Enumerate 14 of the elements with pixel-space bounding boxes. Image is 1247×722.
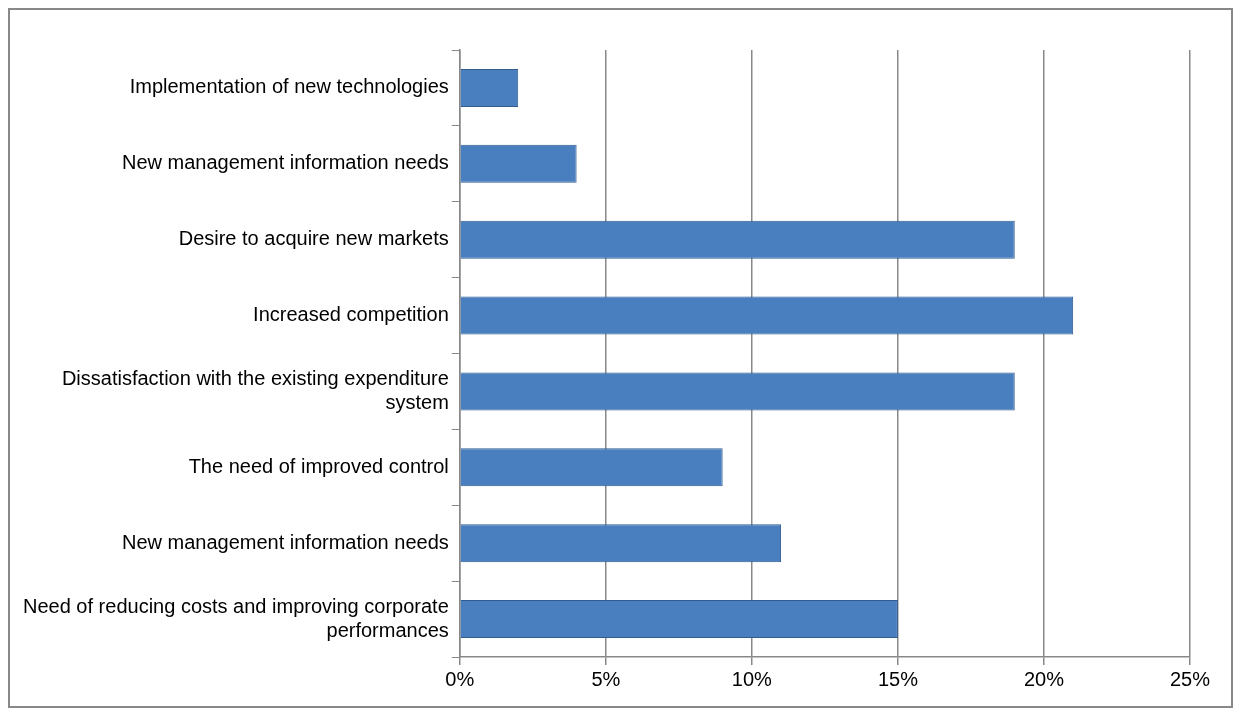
y-tick-label: Implementation of new technologies [129, 75, 449, 98]
x-tick-label: 5% [591, 667, 621, 690]
y-tick-label: New management information needs [121, 151, 449, 174]
x-tick-label: 0% [445, 667, 475, 690]
y-tick-label: Desire to acquire new markets [178, 227, 449, 250]
x-tick-label: 15% [877, 667, 919, 690]
x-tick-label: 25% [1169, 667, 1211, 690]
y-tick-label: The need of improved control [188, 454, 449, 477]
x-tick-label: 10% [731, 667, 773, 690]
y-tick-label: New management information needs [121, 530, 449, 553]
y-tick-label: Increased competition [253, 303, 449, 326]
x-tick-label: 20% [1023, 667, 1065, 690]
y-tick-label: Need of reducing costs and improving corporate performances [22, 594, 449, 641]
y-tick-label: Dissatisfaction with the existing expenditure system [61, 366, 449, 413]
